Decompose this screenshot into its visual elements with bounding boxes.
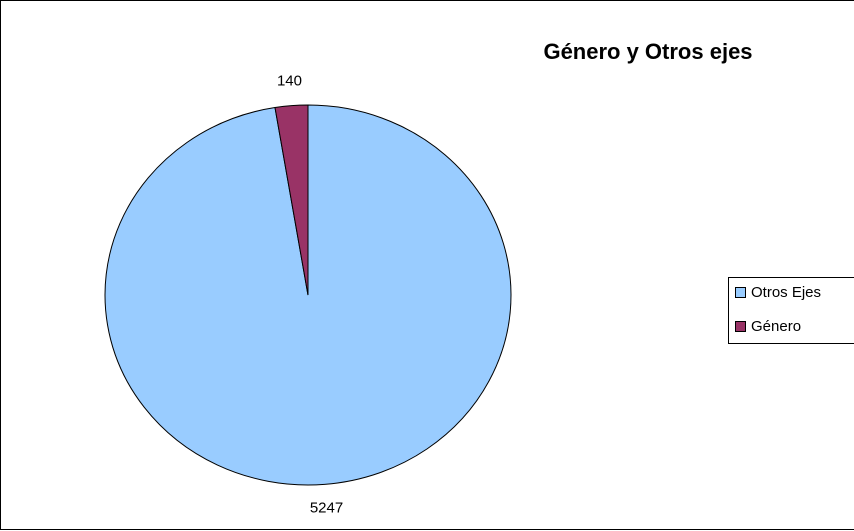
chart-title: Género y Otros ejes — [543, 39, 752, 64]
legend-swatch — [735, 321, 746, 332]
pie-slice — [274, 104, 309, 296]
legend-label: Género — [751, 318, 801, 335]
data-label: 5247 — [310, 499, 343, 516]
legend-label: Otros Ejes — [751, 284, 821, 301]
data-label: 140 — [277, 73, 302, 90]
legend-swatch — [735, 287, 746, 298]
legend-box — [728, 277, 854, 344]
